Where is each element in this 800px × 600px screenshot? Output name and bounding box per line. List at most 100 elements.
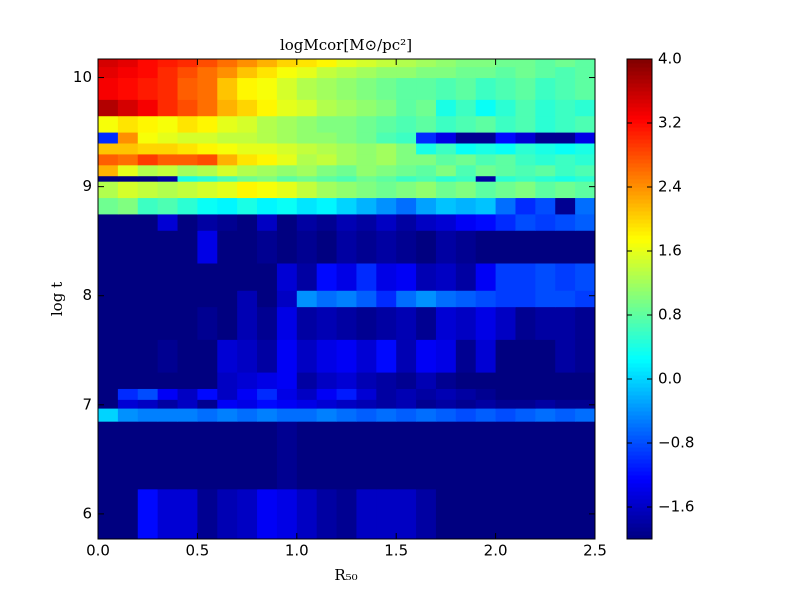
heatmap-cell bbox=[217, 132, 238, 144]
heatmap-cell bbox=[435, 132, 457, 144]
heatmap-cell bbox=[515, 339, 536, 373]
heatmap-cell bbox=[435, 372, 457, 389]
heatmap-cell bbox=[336, 164, 357, 177]
heatmap-cell bbox=[257, 153, 278, 166]
heatmap-cell bbox=[475, 290, 497, 308]
heatmap-cell bbox=[197, 153, 218, 166]
heatmap-cell bbox=[535, 197, 556, 215]
heatmap-cell bbox=[336, 66, 357, 79]
heatmap-cell bbox=[535, 306, 556, 340]
heatmap-cell bbox=[475, 66, 497, 79]
colorbar-tick-label: 0.0 bbox=[658, 370, 682, 388]
colorbar-segment bbox=[627, 331, 652, 336]
heatmap-cell bbox=[376, 181, 397, 199]
heatmap-cell bbox=[137, 99, 159, 117]
colorbar-segment bbox=[627, 423, 652, 428]
heatmap-cell bbox=[515, 175, 536, 182]
heatmap-cell bbox=[396, 399, 417, 409]
heatmap-cell bbox=[435, 388, 457, 400]
heatmap-cell bbox=[396, 153, 417, 166]
plot-frame bbox=[97, 58, 596, 540]
heatmap-cell bbox=[376, 290, 397, 308]
heatmap-cell bbox=[416, 421, 437, 490]
heatmap-cell bbox=[475, 143, 497, 155]
heatmap-cell bbox=[157, 230, 179, 264]
heatmap-cell bbox=[356, 306, 377, 340]
heatmap-cell bbox=[137, 408, 159, 422]
colorbar-tick-label: −1.6 bbox=[658, 498, 694, 516]
heatmap-cell bbox=[237, 230, 258, 264]
heatmap-cell bbox=[237, 372, 258, 389]
heatmap-cell bbox=[455, 230, 477, 264]
heatmap-cell bbox=[336, 290, 357, 308]
heatmap-cell bbox=[356, 175, 377, 182]
heatmap-cell bbox=[137, 488, 159, 540]
heatmap-cell bbox=[416, 197, 437, 215]
heatmap-cell bbox=[237, 388, 258, 400]
heatmap-cell bbox=[336, 143, 357, 155]
colorbar-segment bbox=[627, 479, 652, 484]
heatmap-cell bbox=[455, 421, 477, 490]
heatmap-cell bbox=[376, 339, 397, 373]
heatmap-cell bbox=[575, 388, 596, 400]
heatmap-cell bbox=[515, 115, 536, 133]
heatmap-cell bbox=[197, 175, 218, 182]
heatmap-cell bbox=[316, 388, 338, 400]
heatmap-cell bbox=[515, 99, 536, 117]
heatmap-cell bbox=[177, 143, 198, 155]
y-tick-label: 9 bbox=[82, 177, 92, 195]
heatmap-cell bbox=[137, 421, 159, 490]
heatmap-cell bbox=[276, 77, 298, 100]
heatmap-cell bbox=[416, 306, 437, 340]
heatmap-cell bbox=[257, 408, 278, 422]
heatmap-cell bbox=[197, 290, 218, 308]
heatmap-cell bbox=[296, 306, 318, 340]
heatmap-cell bbox=[117, 213, 139, 231]
heatmap-cell bbox=[535, 213, 556, 231]
heatmap-cell bbox=[555, 175, 576, 182]
heatmap-cell bbox=[276, 372, 298, 389]
heatmap-cell bbox=[276, 164, 298, 177]
heatmap-cell bbox=[296, 115, 318, 133]
heatmap-cell bbox=[376, 388, 397, 400]
heatmap-cell bbox=[276, 230, 298, 264]
heatmap-cell bbox=[435, 153, 457, 166]
heatmap-cell bbox=[356, 213, 377, 231]
colorbar-segment bbox=[627, 407, 652, 412]
colorbar-segment bbox=[627, 99, 652, 104]
colorbar-segment bbox=[627, 163, 652, 168]
heatmap bbox=[98, 59, 596, 540]
colorbar-segment bbox=[627, 267, 652, 272]
heatmap-cell bbox=[257, 175, 278, 182]
heatmap-cell bbox=[296, 263, 318, 291]
heatmap-cell bbox=[157, 132, 179, 144]
heatmap-cell bbox=[237, 143, 258, 155]
heatmap-cell bbox=[555, 66, 576, 79]
heatmap-cell bbox=[495, 306, 516, 340]
heatmap-cell bbox=[495, 290, 516, 308]
colorbar-segment bbox=[627, 155, 652, 160]
heatmap-cell bbox=[575, 230, 596, 264]
heatmap-cell bbox=[117, 175, 139, 182]
heatmap-cell bbox=[177, 132, 198, 144]
heatmap-cell bbox=[137, 66, 159, 79]
colorbar-segment bbox=[627, 359, 652, 364]
heatmap-cell bbox=[316, 408, 338, 422]
heatmap-cell bbox=[336, 306, 357, 340]
heatmap-cell bbox=[276, 339, 298, 373]
colorbar-segment bbox=[627, 463, 652, 468]
heatmap-cell bbox=[257, 143, 278, 155]
heatmap-cell bbox=[296, 164, 318, 177]
heatmap-cell bbox=[296, 488, 318, 540]
colorbar-segment bbox=[627, 263, 652, 268]
colorbar-segment bbox=[627, 347, 652, 352]
heatmap-cell bbox=[197, 132, 218, 144]
heatmap-cell bbox=[515, 77, 536, 100]
heatmap-cell bbox=[217, 488, 238, 540]
heatmap-cell bbox=[276, 66, 298, 79]
heatmap-cell bbox=[197, 263, 218, 291]
heatmap-cell bbox=[555, 306, 576, 340]
heatmap-cell bbox=[237, 290, 258, 308]
colorbar-segment bbox=[627, 111, 652, 116]
heatmap-cell bbox=[416, 115, 437, 133]
